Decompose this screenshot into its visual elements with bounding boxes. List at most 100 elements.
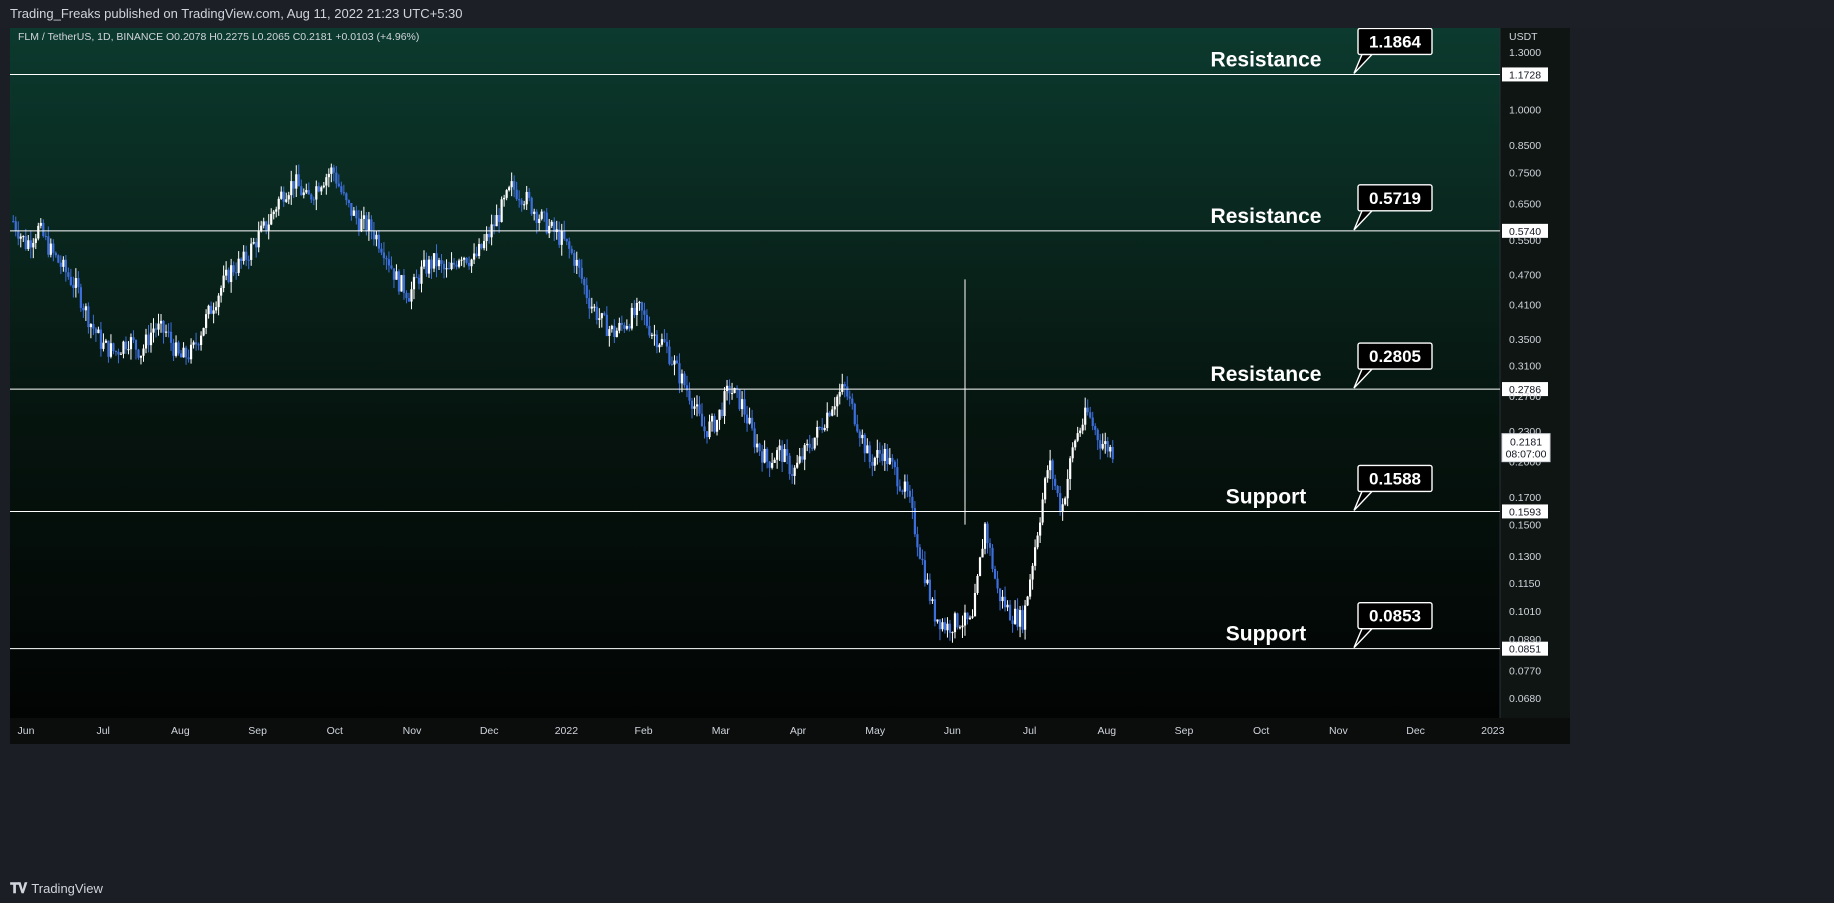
- candle-body: [861, 434, 864, 439]
- time-tick-label: Jul: [96, 725, 109, 737]
- candle-body: [42, 222, 45, 237]
- candle-body: [873, 457, 876, 466]
- candle-body: [548, 225, 551, 234]
- time-tick-label: Dec: [480, 725, 499, 737]
- price-tick-label: 0.2700: [1509, 391, 1541, 403]
- candle-body: [277, 198, 280, 210]
- candle-body: [1006, 604, 1009, 608]
- level-callout-value: 0.0853: [1369, 607, 1421, 626]
- price-tick-label: 0.1500: [1509, 520, 1541, 532]
- candle-body: [966, 612, 969, 620]
- candle-body: [290, 181, 293, 196]
- level-callout-box[interactable]: [1357, 27, 1433, 56]
- candle-body: [92, 324, 95, 329]
- candle-body: [205, 314, 208, 328]
- candle-body: [1039, 522, 1042, 536]
- candle-body: [978, 557, 982, 576]
- tradingview-logo[interactable]: 𝐓𝐕 TradingView: [10, 880, 103, 897]
- candle-body: [154, 328, 158, 330]
- candle-body: [888, 457, 891, 465]
- candle-body: [237, 258, 240, 273]
- level-name-label: Resistance: [1211, 205, 1322, 228]
- candle-body: [222, 275, 225, 288]
- candle-body: [891, 457, 894, 462]
- candle-body: [74, 278, 77, 288]
- candle-body: [1018, 610, 1022, 627]
- candle-body: [946, 623, 949, 631]
- candle-body: [280, 191, 283, 199]
- time-tick-label: Dec: [1406, 725, 1425, 737]
- candle-body: [553, 221, 556, 233]
- footer-bar: 𝐓𝐕 TradingView: [0, 872, 1834, 903]
- candle-body: [477, 244, 481, 256]
- candle-body: [355, 210, 358, 219]
- time-tick-label: Oct: [1253, 725, 1269, 737]
- candle-body: [908, 490, 911, 497]
- level-callout-box[interactable]: [1357, 342, 1433, 370]
- candle-body: [1069, 458, 1072, 480]
- candle-body: [147, 334, 150, 346]
- candle-body: [347, 200, 350, 204]
- candle-body: [703, 426, 706, 432]
- candle-body: [848, 396, 851, 399]
- candle-body: [97, 329, 100, 334]
- price-tick-label: 0.1700: [1509, 492, 1541, 504]
- candle-body: [1084, 407, 1087, 425]
- candle-body: [217, 295, 220, 308]
- candle-body: [693, 406, 696, 409]
- candle-body: [738, 389, 741, 410]
- candle-body: [836, 396, 839, 407]
- candle-body: [407, 298, 411, 302]
- candle-body: [523, 204, 526, 206]
- chart-frame[interactable]: Resistance 1.1864 1.1728 Resistance 0.5719 0.…: [10, 27, 1824, 868]
- candle-body: [202, 327, 205, 336]
- candle-body: [543, 211, 546, 213]
- candle-body: [12, 221, 15, 223]
- candle-body: [658, 344, 661, 348]
- candle-body: [1086, 407, 1089, 413]
- candle-body: [207, 305, 210, 315]
- candle-body: [871, 461, 874, 466]
- price-tick-label: 0.1010: [1509, 606, 1541, 618]
- level-callout-value: 1.1864: [1369, 32, 1422, 51]
- candle-body: [1034, 547, 1037, 566]
- candle-body: [710, 415, 714, 422]
- level-axis-tag: [1502, 504, 1548, 519]
- candle-body: [573, 253, 576, 266]
- candle-body: [337, 183, 340, 187]
- publisher-bar: Trading_Freaks published on TradingView.…: [0, 0, 1834, 28]
- candle-body: [901, 490, 904, 492]
- level-callout-box[interactable]: [1357, 184, 1433, 212]
- candle-body: [352, 210, 355, 216]
- level-callout-box[interactable]: [1357, 464, 1433, 493]
- candle-body: [142, 348, 145, 356]
- candle-body: [896, 467, 899, 487]
- candle-body: [715, 419, 719, 432]
- candle-body: [99, 329, 103, 349]
- price-tick-label: 0.0680: [1509, 693, 1541, 705]
- candle-body: [753, 428, 756, 448]
- candle-body: [856, 424, 859, 432]
- candle-body: [129, 337, 133, 350]
- candle-body: [520, 200, 523, 205]
- candle-body: [758, 443, 761, 452]
- candle-body: [483, 241, 486, 249]
- candle-body: [112, 343, 115, 352]
- candle-body: [322, 185, 325, 188]
- candle-body: [19, 236, 22, 239]
- candle-body: [452, 262, 456, 265]
- candle-body: [518, 199, 521, 201]
- candle-body: [177, 342, 180, 354]
- time-tick-label: Aug: [171, 725, 190, 737]
- candle-body: [628, 326, 631, 329]
- candle-body: [583, 278, 586, 286]
- candle-body: [826, 412, 829, 429]
- level-callout-box[interactable]: [1357, 601, 1433, 630]
- candle-body: [330, 167, 333, 174]
- candle-body: [1003, 596, 1007, 608]
- price-chart[interactable]: Resistance 1.1864 1.1728 Resistance 0.5719 0.…: [10, 27, 1824, 868]
- level-name-label: Resistance: [1211, 48, 1322, 71]
- time-tick-label: 2023: [1481, 725, 1505, 737]
- candle-body: [630, 307, 633, 329]
- price-tick-label: 0.0770: [1509, 666, 1541, 678]
